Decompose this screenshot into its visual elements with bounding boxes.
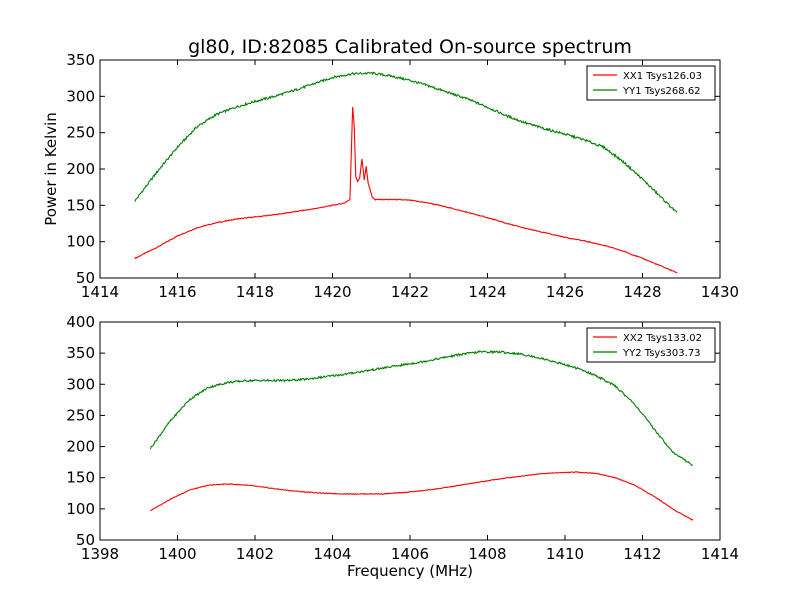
legend-box: [586, 327, 716, 363]
x-tick-label: 1428: [623, 283, 661, 301]
x-tick-label: 1406: [391, 545, 429, 563]
x-tick-label: 1430: [701, 283, 739, 301]
y-tick-label: 50: [76, 531, 95, 549]
x-tick-label: 1420: [313, 283, 351, 301]
series-line-yy2: [149, 349, 694, 466]
x-tick-label: 1418: [236, 283, 274, 301]
y-axis-label: Power in Kelvin: [42, 112, 60, 226]
y-tick-label: 150: [66, 196, 95, 214]
chart-title: gl80, ID:82085 Calibrated On-source spec…: [188, 36, 632, 58]
y-tick-label: 200: [66, 160, 95, 178]
x-tick-label: 1402: [236, 545, 274, 563]
x-tick-label: 1426: [546, 283, 584, 301]
x-tick-label: 1422: [391, 283, 429, 301]
x-axis-label: Frequency (MHz): [347, 562, 473, 580]
series-line-xx1: [134, 106, 678, 274]
y-tick-label: 350: [66, 51, 95, 69]
series-line-xx2: [150, 471, 694, 521]
y-tick-label: 50: [76, 269, 95, 287]
y-tick-label: 350: [66, 344, 95, 362]
bottom-panel: 1398 1400 1402 1404 1406 1408 1410 1412 1414 50 10…: [66, 313, 739, 580]
x-tick-label: 1414: [81, 283, 119, 301]
y-tick-label: 150: [66, 469, 95, 487]
x-tick-label: 1408: [468, 545, 506, 563]
y-tick-label: 200: [66, 438, 95, 456]
top-panel: 1414 1416 1418 1420 1422 1424 1426 1428 1430 50 10…: [42, 51, 739, 301]
legend-entry: XX1 Tsys126.03: [623, 71, 702, 82]
legend-entry: YY2 Tsys303.73: [622, 348, 701, 359]
x-tick-label: 1414: [701, 545, 739, 563]
x-tick-label: 1412: [623, 545, 661, 563]
y-tick-label: 250: [66, 124, 95, 142]
y-tick-label: 100: [66, 500, 95, 518]
y-tick-label: 300: [66, 87, 95, 105]
legend-entry: XX2 Tsys133.02: [623, 333, 702, 344]
y-tick-label: 400: [66, 313, 95, 331]
y-tick-label: 100: [66, 233, 95, 251]
legend-entry: YY1 Tsys268.62: [622, 86, 701, 97]
legend-box: [586, 65, 716, 101]
y-tick-label: 250: [66, 406, 95, 424]
x-tick-label: 1398: [81, 545, 119, 563]
x-tick-label: 1416: [158, 283, 196, 301]
x-tick-label: 1400: [158, 545, 196, 563]
series-line-yy1: [134, 71, 678, 213]
x-tick-label: 1424: [468, 283, 506, 301]
x-tick-label: 1404: [313, 545, 351, 563]
x-tick-label: 1410: [546, 545, 584, 563]
y-tick-label: 300: [66, 375, 95, 393]
